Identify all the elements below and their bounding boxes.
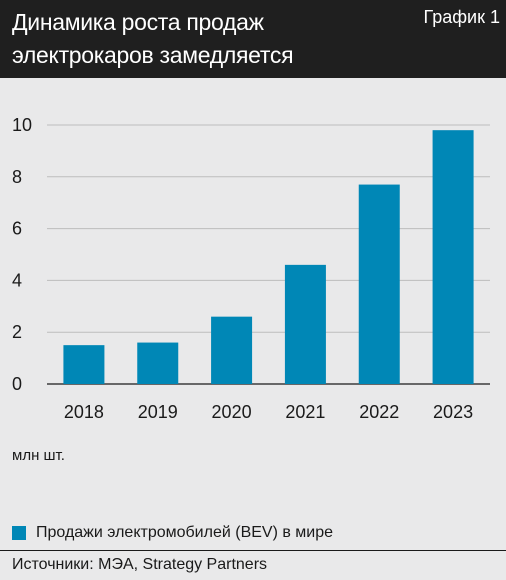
y-tick-label: 2 bbox=[12, 322, 22, 342]
x-tick-label: 2021 bbox=[285, 402, 325, 422]
unit-label: млн шт. bbox=[12, 447, 65, 464]
bar bbox=[211, 316, 253, 384]
x-tick-label: 2018 bbox=[64, 402, 104, 422]
legend: Продажи электромобилей (BEV) в мире bbox=[12, 524, 333, 542]
y-tick-label: 4 bbox=[12, 270, 22, 290]
y-tick-label: 10 bbox=[12, 115, 32, 135]
bar bbox=[358, 184, 400, 384]
y-tick-label: 0 bbox=[12, 374, 22, 394]
x-tick-label: 2022 bbox=[359, 402, 399, 422]
x-tick-label: 2020 bbox=[212, 402, 252, 422]
x-tick-label: 2023 bbox=[433, 402, 473, 422]
bar bbox=[432, 130, 474, 384]
bar-chart: 0 2 4 6 8 10 2018 2019 2020 2021 2022 2023 bbox=[12, 115, 490, 422]
bar bbox=[63, 345, 105, 384]
chart-number-badge: График 1 bbox=[423, 7, 500, 27]
bar bbox=[137, 342, 179, 384]
bar bbox=[284, 264, 326, 384]
x-tick-label: 2019 bbox=[138, 402, 178, 422]
y-tick-label: 8 bbox=[12, 167, 22, 187]
legend-label: Продажи электромобилей (BEV) в мире bbox=[36, 524, 334, 541]
source-note: Источники: МЭА, Strategy Partners bbox=[12, 556, 268, 573]
y-tick-label: 6 bbox=[12, 219, 22, 239]
chart-title: Динамика роста продаж электрокаров замед… bbox=[12, 9, 294, 68]
legend-swatch bbox=[12, 526, 26, 540]
chart-header: Динамика роста продаж электрокаров замед… bbox=[0, 0, 506, 78]
footer-divider bbox=[0, 550, 506, 551]
